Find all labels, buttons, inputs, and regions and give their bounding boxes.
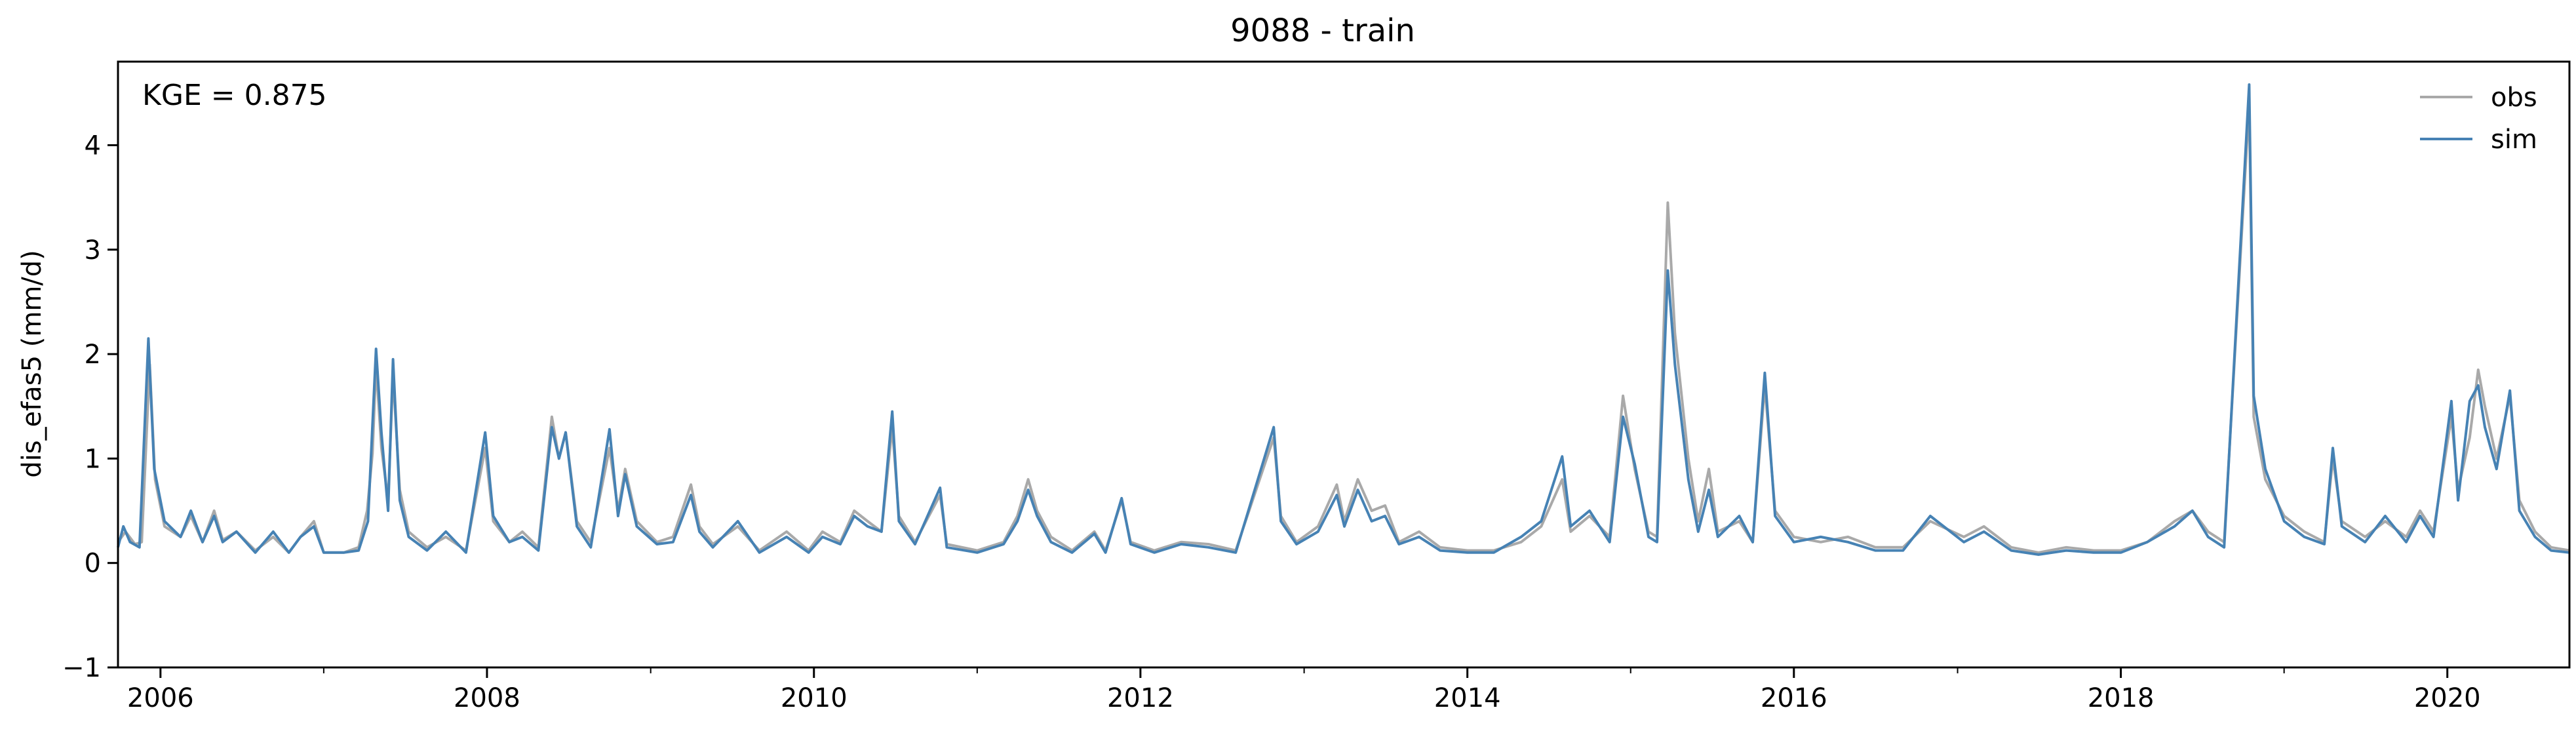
legend-item-sim: sim — [2420, 125, 2537, 155]
plot-frame — [117, 60, 2571, 669]
y-axis-label: dis_efas5 (mm/d) — [17, 250, 47, 478]
x-tick-label: 2014 — [1434, 683, 1501, 713]
chart-title: 9088 - train — [1230, 12, 1415, 49]
y-tick-label: 1 — [85, 444, 101, 474]
x-tick-label: 2020 — [2414, 683, 2481, 713]
y-tick-label: −1 — [62, 653, 101, 683]
series-layer — [117, 83, 2570, 556]
kge-annotation: KGE = 0.875 — [142, 79, 327, 112]
x-tick-label: 2018 — [2088, 683, 2155, 713]
y-tick-label: 0 — [85, 549, 101, 579]
legend-item-obs: obs — [2420, 83, 2537, 113]
x-tick-label: 2010 — [781, 683, 848, 713]
series-line-obs — [117, 102, 2570, 554]
y-tick-label: 2 — [85, 340, 101, 370]
legend: obs sim — [2420, 83, 2537, 155]
y-tick-label: 3 — [85, 235, 101, 266]
y-tick-label: 4 — [85, 130, 101, 161]
legend-label: sim — [2491, 125, 2537, 155]
x-tick-label: 2006 — [127, 683, 194, 713]
series-line-sim — [117, 83, 2570, 556]
x-axis: 2006 2008 2010 2012 2014 2016 2018 2020 — [127, 667, 2481, 713]
x-tick-label: 2012 — [1107, 683, 1174, 713]
x-tick-label: 2016 — [1761, 683, 1827, 713]
y-axis: −1 0 1 2 3 4 — [62, 130, 118, 683]
x-tick-label: 2008 — [454, 683, 520, 713]
legend-label: obs — [2491, 83, 2537, 113]
